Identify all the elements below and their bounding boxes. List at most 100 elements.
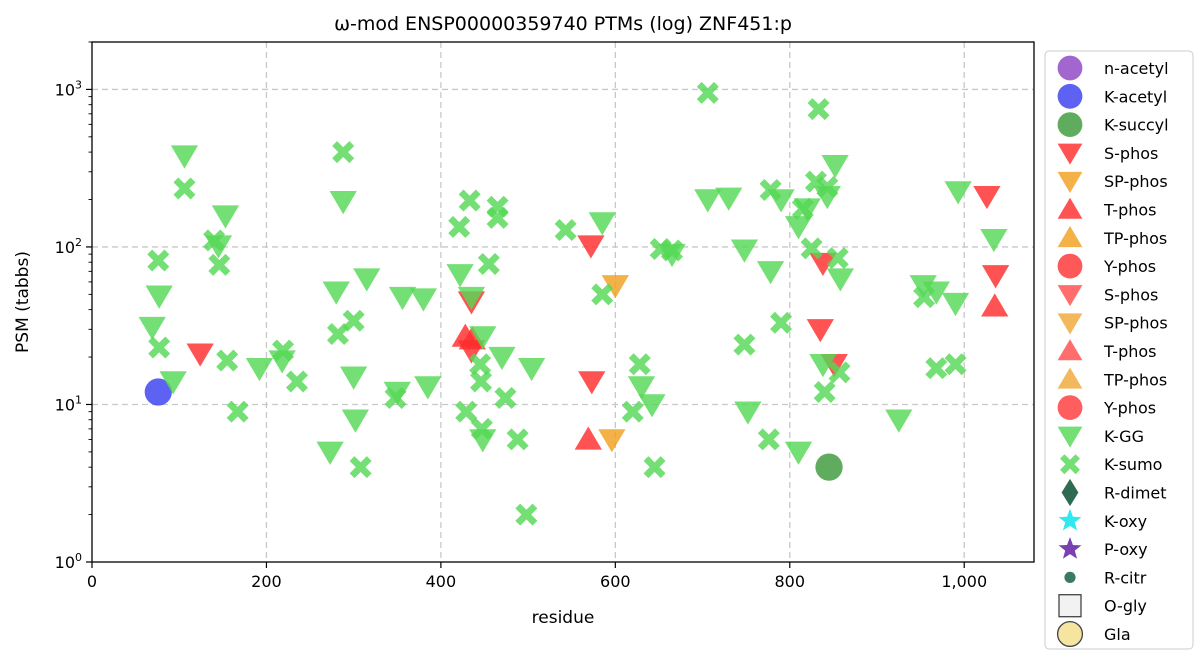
legend-marker-sp-phos [1057,171,1083,193]
x-axis-ticks: 0 200 400 600 800 1,000 [87,562,987,591]
data-point-k-sumo [216,349,239,372]
legend-marker-p-oxy [1058,537,1082,559]
data-point-k-sumo [628,353,651,376]
data-point-k-sumo [326,323,349,346]
x-axis-label: residue [532,608,595,628]
data-point-s-phos [981,265,1010,289]
data-point-k-gg [821,155,849,179]
data-point-k-gg [588,212,616,236]
data-point-k-gg [627,376,656,400]
legend-marker-s-phos [1057,285,1083,307]
legend-marker-s-phos [1057,143,1083,165]
data-point-k-sumo [272,339,295,362]
data-point-k-sumo [226,400,249,423]
x-tick-label: 600 [600,572,631,591]
legend-marker-t-phos [1057,197,1083,219]
data-point-k-sumo [944,353,967,376]
data-point-k-gg [341,409,370,433]
data-point-k-gg [784,216,813,240]
data-point-k-gg [809,354,837,378]
legend-label: SP-phos [1104,314,1168,333]
grid-lines [92,42,1034,562]
legend-label: K-acetyl [1104,87,1167,106]
data-points [138,81,1010,526]
data-point-k-sumo [148,336,171,359]
x-tick-label: 1,000 [941,572,987,591]
legend-label: TP-phos [1103,370,1167,389]
legend-label: K-sumo [1104,455,1162,474]
legend-label: n-acetyl [1104,59,1169,78]
data-point-k-gg [885,409,913,433]
data-point-k-gg [694,189,722,213]
legend-marker-k-gg [1057,426,1083,448]
data-point-k-sumo [458,189,481,212]
legend-marker-r-dimet [1061,478,1079,507]
legend-label: S-phos [1104,144,1158,163]
data-point-k-sumo [477,252,500,275]
data-point-k-sumo [804,170,827,193]
y-tick-label: 103 [55,78,82,99]
data-point-k-sumo [770,311,793,334]
legend-label: Y-phos [1103,257,1156,276]
data-point-k-gg [457,286,486,311]
data-point-k-sumo [332,141,355,164]
legend: n-acetyl K-acetyl K-succyl S-phos SP-phos T-p… [1044,50,1194,650]
data-point-k-sumo [384,386,407,409]
chart-title: ω-mod ENSP00000359740 PTMs (log) ZNF451:… [334,13,792,35]
data-point-k-gg [145,285,173,309]
data-point-k-succyl [815,453,843,481]
legend-label: R-dimet [1104,484,1167,503]
legend-label: S-phos [1104,285,1158,304]
legend-marker-k-sumo [1060,454,1080,475]
data-point-s-phos [186,343,214,367]
data-point-s-phos [578,371,606,395]
legend-label: R-citr [1104,568,1147,587]
data-point-k-gg [734,401,762,425]
legend-marker-gla [1056,620,1084,648]
legend-label: O-gly [1104,597,1147,616]
data-point-k-sumo [807,98,830,121]
data-point-k-gg [756,261,785,285]
data-point-k-sumo [470,370,493,393]
data-point-s-phos [809,252,837,277]
y-tick-label: 102 [55,236,82,257]
data-point-k-sumo [285,370,308,393]
data-point-s-phos [806,319,834,343]
legend-marker-t-phos [1057,339,1083,361]
data-point-k-sumo [733,333,756,356]
legend-marker-o-gly [1058,594,1082,618]
data-point-s-phos [973,185,1001,210]
data-point-k-sumo [621,400,644,423]
legend-frame [1044,50,1194,650]
legend-label: K-oxy [1104,512,1147,531]
legend-marker-k-acetyl [1057,83,1083,109]
data-point-t-phos [458,326,486,350]
data-point-k-sumo [643,456,666,479]
data-point-k-gg [730,239,759,263]
legend-label: K-GG [1104,427,1144,446]
data-point-k-sumo [470,417,493,440]
data-point-sp-phos [601,275,629,299]
data-point-k-sumo [696,81,719,104]
x-tick-label: 200 [251,572,282,591]
data-point-t-phos [574,426,602,450]
data-point-k-gg [715,187,743,211]
legend-label: SP-phos [1104,172,1168,191]
data-point-k-gg [409,288,438,312]
data-point-k-gg [414,376,442,400]
legend-label: TP-phos [1103,229,1167,248]
data-point-k-gg [340,366,368,390]
legend-marker-y-phos [1057,253,1083,279]
data-point-k-gg [784,441,813,465]
data-point-k-gg [446,264,474,288]
data-point-k-gg [941,292,970,317]
data-point-k-gg [980,228,1008,253]
legend-marker-sp-phos [1057,313,1083,335]
data-point-k-sumo [515,503,538,526]
legend-marker-y-phos [1057,395,1083,420]
data-point-k-gg [322,281,350,305]
data-point-k-gg [138,316,166,341]
data-point-t-phos [981,293,1009,317]
data-point-k-sumo [342,309,365,332]
